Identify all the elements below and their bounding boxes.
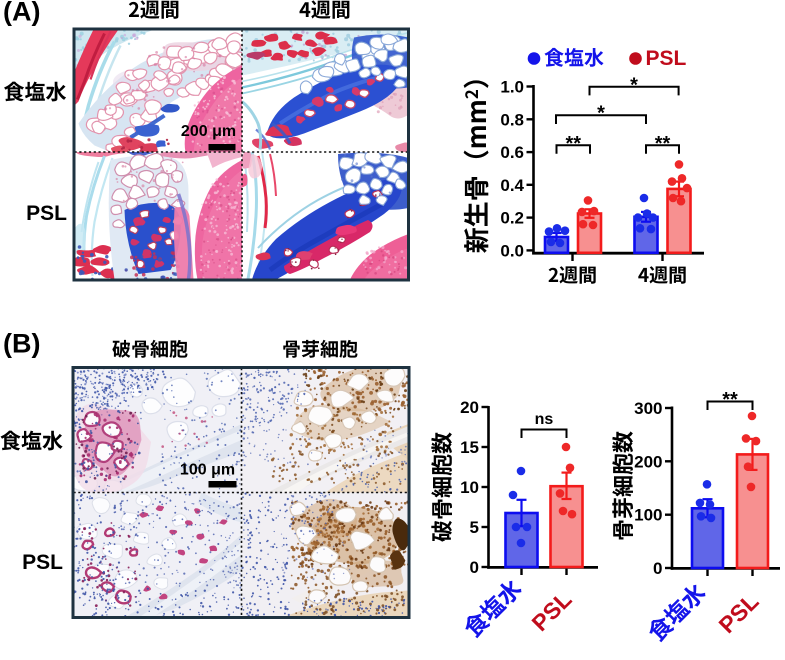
svg-text:200: 200 — [634, 452, 662, 471]
svg-text:*: * — [630, 74, 638, 96]
svg-text:PSL: PSL — [22, 551, 63, 574]
svg-text:0: 0 — [653, 559, 662, 578]
svg-text:PSL: PSL — [646, 47, 687, 70]
svg-text:PSL: PSL — [714, 588, 764, 638]
svg-text:0.2: 0.2 — [500, 209, 524, 228]
svg-text:100 μm: 100 μm — [180, 462, 235, 479]
svg-text:*: * — [597, 103, 605, 125]
svg-text:10: 10 — [460, 478, 479, 497]
svg-text:100: 100 — [634, 506, 662, 525]
svg-text:20: 20 — [460, 398, 479, 417]
svg-text:**: ** — [565, 133, 581, 155]
svg-text:1.0: 1.0 — [500, 78, 524, 97]
svg-text:15: 15 — [460, 438, 479, 457]
svg-text:(A): (A) — [3, 0, 40, 27]
svg-text:ns: ns — [535, 411, 554, 428]
svg-text:200 μm: 200 μm — [181, 123, 236, 140]
svg-text:0.0: 0.0 — [500, 241, 524, 260]
svg-text:5: 5 — [470, 518, 479, 537]
svg-text:0.4: 0.4 — [500, 176, 524, 195]
svg-text:0.6: 0.6 — [500, 143, 524, 162]
svg-text:0: 0 — [470, 558, 479, 577]
svg-text:0.8: 0.8 — [500, 110, 524, 129]
svg-text:**: ** — [655, 133, 671, 155]
svg-text:PSL: PSL — [26, 202, 67, 225]
svg-text:300: 300 — [634, 399, 662, 418]
svg-text:PSL: PSL — [527, 586, 577, 636]
svg-text:(B): (B) — [3, 329, 40, 359]
svg-text:**: ** — [722, 389, 738, 411]
